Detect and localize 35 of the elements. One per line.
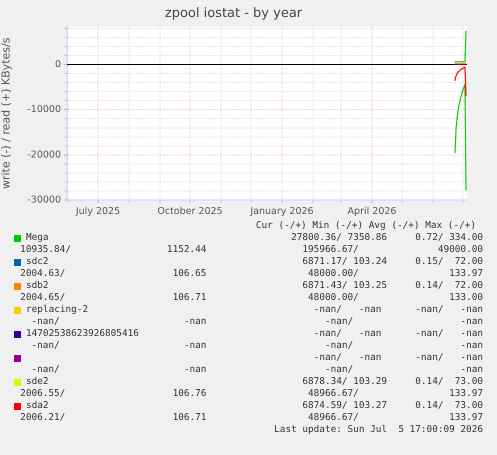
text: 2006.55/ 106.76 48966.67/ 133.97 xyxy=(20,388,483,400)
text: -nan/ -nan -nan/ -nan xyxy=(314,352,483,364)
x-tick-label: October 2025 xyxy=(157,206,223,218)
text: -nan/ -nan -nan/ -nan xyxy=(314,304,483,316)
text: Last update: Sun Jul 5 17:00:09 2026 xyxy=(274,424,483,436)
x-tick-label: April 2026 xyxy=(348,206,396,218)
text: 2004.63/ 106.65 48000.00/ 133.97 xyxy=(20,268,483,280)
legend-label: sda2 xyxy=(26,400,49,412)
legend-label: sdc2 xyxy=(26,256,49,268)
x-tick-label: January 2026 xyxy=(249,206,314,218)
text: 6871.43/ 103.25 0.14/ 72.00 xyxy=(302,280,483,292)
text: 6871.17/ 103.24 0.15/ 72.00 xyxy=(302,256,483,268)
text: 27800.36/ 7350.86 0.72/ 334.00 xyxy=(291,232,483,244)
legend-label: sde2 xyxy=(26,376,49,388)
y-axis-title: write (-) / read (+) KBytes/s xyxy=(0,37,12,190)
legend-label: Mega xyxy=(26,232,49,244)
y-tick-label: -10000 xyxy=(27,104,61,116)
text: 6874.59/ 103.27 0.14/ 73.00 xyxy=(302,400,483,412)
legend-label: sdb2 xyxy=(26,280,49,292)
text: -nan/ -nan -nan/ -nan xyxy=(314,328,483,340)
chart-title: zpool iostat - by year xyxy=(164,6,303,22)
text: 10935.84/ 1152.44 195966.67/ 49000.00 xyxy=(20,244,483,256)
text: Cur (-/+) Min (-/+) Avg (-/+) Max (-/+) xyxy=(256,220,476,232)
legend-label: 14702538623926805416 xyxy=(26,328,139,340)
text: 2006.21/ 106.71 48966.67/ 133.97 xyxy=(20,412,483,424)
text: -nan/ -nan -nan/ -nan xyxy=(30,340,483,352)
legend-label: replacing-2 xyxy=(26,304,88,316)
x-tick-label: July 2025 xyxy=(74,206,120,218)
text: 6878.34/ 103.29 0.14/ 73.00 xyxy=(302,376,483,388)
y-tick-label: 0 xyxy=(54,59,61,70)
text: -nan/ -nan -nan/ -nan xyxy=(30,364,483,376)
text: -nan/ -nan -nan/ -nan xyxy=(30,316,483,328)
text: 2004.65/ 106.71 48000.00/ 133.00 xyxy=(20,292,483,304)
y-tick-label: -20000 xyxy=(27,149,61,160)
y-tick-label: -30000 xyxy=(27,194,61,206)
